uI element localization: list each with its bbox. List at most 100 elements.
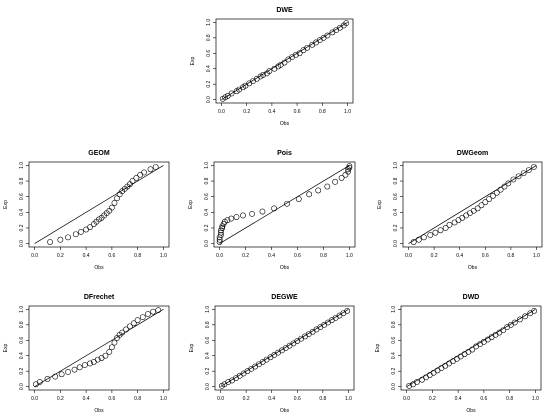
data-point — [346, 163, 353, 170]
data-point — [65, 234, 71, 241]
y-axis-label: Exp — [377, 200, 383, 209]
data-point — [130, 320, 137, 327]
y-tick-label: 0.4 — [19, 352, 25, 359]
y-tick-label: 0.0 — [19, 240, 25, 247]
data-point — [260, 72, 266, 78]
y-tick-label: 0.0 — [205, 383, 211, 390]
data-point — [522, 313, 528, 320]
data-point — [87, 360, 93, 367]
x-tick-label: 0.0 — [403, 396, 410, 402]
data-point — [219, 225, 226, 231]
data-point — [306, 191, 313, 198]
x-tick-label: 0.4 — [456, 253, 463, 259]
data-point — [123, 326, 129, 333]
x-tick-label: 0.6 — [294, 109, 301, 115]
y-tick-label: 1.0 — [204, 162, 210, 169]
x-tick-label: 1.0 — [345, 396, 352, 402]
reference-line — [406, 309, 536, 387]
x-tick-label: 0.8 — [507, 253, 514, 259]
qq-panel-dwe: DWE Obs Exp 0.0 0.2 0.4 0.6 0.8 1.0 0.0 0.2 0.4 0.6 0… — [190, 7, 354, 127]
reference-line — [221, 22, 348, 100]
data-point — [432, 229, 439, 236]
y-tick-label: 0.0 — [206, 96, 212, 103]
y-tick-label: 0.6 — [204, 193, 210, 200]
y-tick-label: 1.0 — [19, 306, 25, 313]
y-tick-label: 0.6 — [391, 337, 397, 344]
x-tick-label: 0.4 — [268, 109, 275, 115]
x-tick-label: 0.8 — [319, 109, 326, 115]
data-point — [147, 166, 154, 173]
data-point — [510, 176, 517, 183]
data-point — [343, 20, 350, 27]
data-point — [266, 68, 273, 74]
x-tick-label: 0.2 — [429, 396, 436, 402]
y-tick-label: 0.2 — [19, 367, 25, 374]
data-point — [78, 228, 84, 235]
reference-line — [34, 309, 164, 387]
plot-frame — [400, 305, 542, 391]
x-tick-label: 1.0 — [533, 253, 540, 259]
data-point — [451, 219, 458, 226]
x-tick-label: 0.0 — [31, 396, 38, 402]
data-point — [342, 171, 349, 178]
data-point — [52, 373, 59, 380]
x-axis-label: Obs — [94, 408, 104, 414]
x-tick-label: 0.2 — [243, 109, 250, 115]
data-point — [459, 214, 466, 221]
data-point — [520, 170, 527, 177]
data-point — [150, 308, 156, 315]
data-point — [474, 205, 481, 212]
qq-panel-geom: GEOM Obs Exp 0.0 0.2 0.4 0.6 0.8 1.0 0.0 0.2 0.4 0.6… — [3, 150, 170, 271]
data-point — [127, 323, 133, 330]
data-point — [490, 192, 496, 199]
y-tick-label: 0.0 — [393, 240, 399, 247]
data-point — [228, 215, 235, 222]
data-point — [94, 356, 101, 363]
y-tick-label: 0.8 — [19, 321, 25, 328]
data-point — [108, 204, 115, 211]
x-tick-label: 0.2 — [242, 253, 249, 259]
x-tick-label: 1.0 — [346, 253, 353, 259]
panel-title: DWGeom — [457, 150, 489, 157]
y-axis-label: Exp — [3, 343, 9, 352]
data-point — [233, 214, 240, 220]
data-point — [486, 196, 493, 202]
x-tick-label: 1.0 — [160, 396, 167, 402]
data-point — [295, 196, 302, 202]
data-point — [281, 59, 288, 66]
data-point — [240, 212, 246, 219]
y-tick-label: 0.0 — [391, 383, 397, 390]
data-point — [497, 186, 504, 193]
x-tick-label: 1.0 — [160, 253, 167, 259]
data-point — [249, 210, 255, 217]
x-tick-label: 0.4 — [455, 396, 462, 402]
data-point — [139, 314, 146, 320]
y-axis-label: Exp — [190, 56, 196, 65]
data-point — [482, 199, 489, 206]
y-tick-label: 1.0 — [391, 306, 397, 313]
y-tick-label: 0.8 — [204, 177, 210, 184]
x-tick-label: 0.6 — [108, 253, 115, 259]
data-point — [446, 221, 453, 228]
y-tick-label: 0.8 — [205, 321, 211, 328]
x-tick-label: 0.2 — [431, 253, 438, 259]
x-tick-label: 0.2 — [57, 396, 64, 402]
data-point — [58, 371, 65, 378]
x-axis-label: Obs — [468, 265, 478, 271]
y-tick-label: 0.2 — [391, 367, 397, 374]
y-tick-label: 0.8 — [19, 177, 25, 184]
x-tick-label: 0.8 — [134, 253, 141, 259]
y-tick-label: 1.0 — [393, 162, 399, 169]
qq-panel-pois: Pois Obs Exp 0.0 0.2 0.4 0.6 0.8 1.0 0.0 0.2 0.4 0.6… — [188, 150, 356, 271]
data-point — [437, 227, 444, 234]
panel-title: DFrechet — [84, 294, 115, 301]
y-tick-label: 0.2 — [204, 224, 210, 231]
plot-frame — [402, 161, 543, 248]
y-tick-label: 0.4 — [391, 352, 397, 359]
data-point — [152, 164, 159, 170]
data-point — [87, 224, 93, 231]
plot-frame — [28, 305, 170, 391]
y-tick-label: 0.8 — [393, 177, 399, 184]
data-point — [106, 348, 113, 355]
y-tick-label: 0.4 — [205, 352, 211, 359]
